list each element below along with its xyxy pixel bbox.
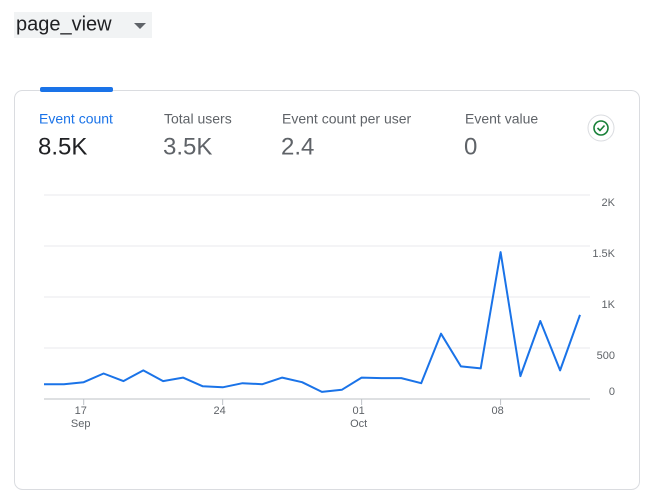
icon-frame xyxy=(587,114,615,142)
metric-tab[interactable]: Event count 8.5K xyxy=(38,111,113,161)
metric-value: 0 xyxy=(464,133,477,160)
dropdown-caret xyxy=(134,23,146,29)
y-tick-label: 1K xyxy=(602,299,616,311)
active-tab-indicator xyxy=(40,87,113,92)
x-tick-label: 17 xyxy=(75,405,87,417)
y-tick-label: 2K xyxy=(602,197,616,209)
dropdown[interactable] xyxy=(14,12,152,38)
status-icon[interactable] xyxy=(587,114,615,142)
dropdown-label: page_view xyxy=(16,13,112,35)
metric-label: Total users xyxy=(164,111,232,127)
icon-ring xyxy=(593,120,609,136)
series-line xyxy=(44,251,581,393)
y-tick-label: 0 xyxy=(609,386,615,398)
metric-tab[interactable]: Total users 3.5K xyxy=(163,111,232,161)
metric-value: 2.4 xyxy=(281,133,314,160)
metric-label: Event count xyxy=(39,111,113,127)
y-tick-label: 500 xyxy=(597,350,615,362)
metric-value: 3.5K xyxy=(163,133,212,160)
y-tick-label: 1.5K xyxy=(592,248,615,260)
x-month-label: Sep xyxy=(71,418,91,430)
x-tick-label: 24 xyxy=(214,405,226,417)
metric-label: Event value xyxy=(465,111,538,127)
metric-tab[interactable]: Event value 0 xyxy=(464,111,538,161)
x-month-label: Oct xyxy=(350,418,367,430)
metric-label: Event count per user xyxy=(282,111,412,127)
icon-check xyxy=(596,124,606,132)
metric-value: 8.5K xyxy=(38,133,87,160)
metric-tab[interactable]: Event count per user 2.4 xyxy=(281,111,412,161)
x-tick-label: 08 xyxy=(491,405,503,417)
card xyxy=(14,90,640,490)
x-tick-label: 01 xyxy=(353,405,365,417)
